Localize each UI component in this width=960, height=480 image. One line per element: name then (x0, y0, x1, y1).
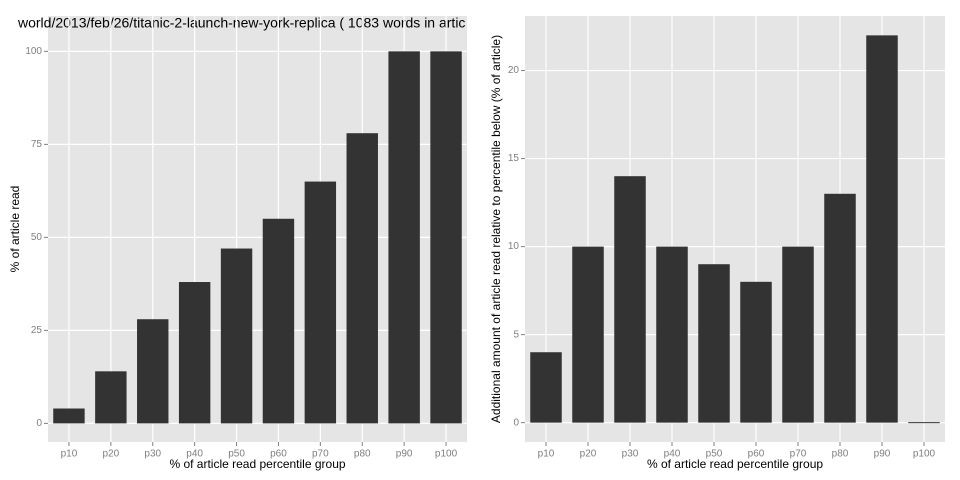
x-tick-label: p80 (832, 449, 849, 460)
x-tick-label: p20 (103, 449, 120, 460)
bar (220, 248, 253, 424)
y-axis-label: % of article read (8, 186, 22, 273)
bar (698, 264, 730, 423)
x-tick-label: p20 (580, 449, 597, 460)
x-tick-label: p60 (748, 449, 765, 460)
x-axis-label: % of article read percentile group (647, 457, 823, 471)
bar (137, 319, 169, 424)
bar (782, 246, 814, 423)
y-tick-label: 0 (513, 417, 519, 428)
x-tick-label: p60 (270, 449, 287, 460)
bar (95, 371, 127, 424)
y-tick-label: 75 (31, 139, 43, 150)
x-tick-label: p100 (435, 449, 458, 460)
x-tick-label: p10 (538, 449, 555, 460)
x-tick-label: p50 (228, 449, 245, 460)
y-tick-label: 15 (508, 153, 520, 164)
y-axis-label: Additional amount of article read relati… (489, 35, 503, 423)
bar (262, 218, 295, 424)
bar (740, 281, 772, 423)
y-tick-label: 20 (508, 65, 520, 76)
bar (178, 282, 211, 424)
chart-title: world/2013/feb/26/titanic-2-launch-new-y… (17, 15, 465, 31)
y-tick-label: 100 (25, 46, 42, 57)
x-tick-label: p90 (874, 449, 891, 460)
bar (824, 193, 856, 423)
x-tick-label: p90 (396, 449, 413, 460)
x-tick-label: p70 (312, 449, 329, 460)
x-tick-label: p30 (622, 449, 639, 460)
y-tick-label: 5 (513, 329, 519, 340)
x-tick-label: p80 (354, 449, 371, 460)
x-tick-label: p10 (61, 449, 78, 460)
bar (304, 181, 337, 424)
bar (530, 352, 562, 423)
bar (614, 176, 646, 423)
x-tick-label: p30 (144, 449, 161, 460)
x-tick-label: p70 (790, 449, 807, 460)
bar (572, 246, 604, 423)
bar (430, 51, 462, 424)
bar (388, 51, 420, 424)
bar (908, 422, 940, 424)
x-axis-label: % of article read percentile group (169, 457, 345, 471)
bar (866, 35, 898, 423)
x-tick-label: p40 (664, 449, 681, 460)
y-tick-label: 10 (508, 241, 520, 252)
bar (656, 246, 688, 423)
y-tick-label: 0 (36, 418, 42, 429)
x-tick-label: p40 (186, 449, 203, 460)
x-tick-label: p50 (706, 449, 723, 460)
y-tick-label: 25 (31, 325, 43, 336)
bar (53, 408, 85, 424)
x-tick-label: p100 (913, 449, 936, 460)
bar (346, 133, 378, 424)
y-tick-label: 50 (31, 232, 43, 243)
